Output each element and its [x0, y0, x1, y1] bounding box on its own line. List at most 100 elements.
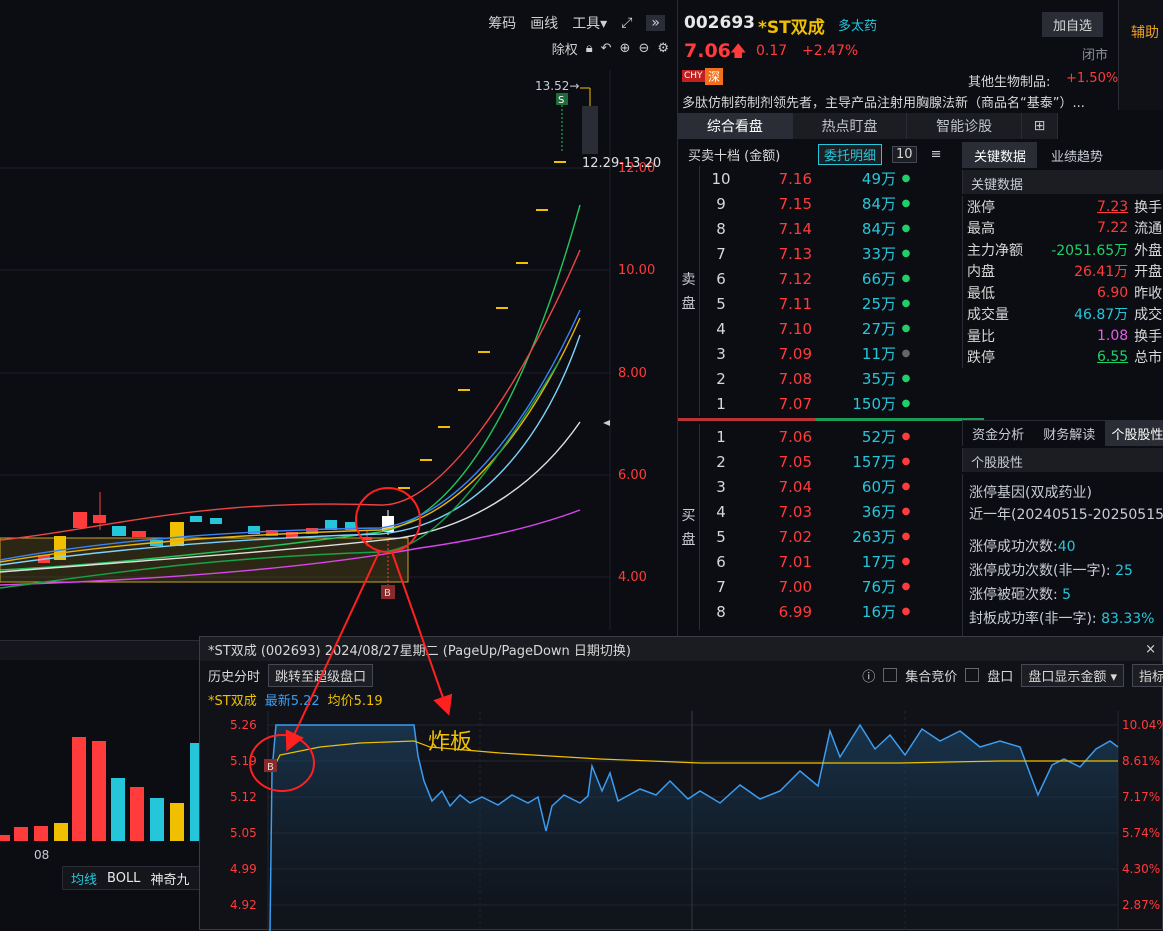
ask-row[interactable]: 6 7.12 66万 ●	[700, 266, 984, 291]
volume-pane-header	[0, 640, 200, 660]
volume-bars: 08	[0, 737, 200, 862]
stock-tag[interactable]: 多太药	[838, 19, 878, 34]
profile-body: 涨停基因(双成药业) 近一年(20240515-20250515) 涨停成功次数…	[962, 474, 1163, 636]
date-range-label: 12.29-13.20	[582, 156, 661, 171]
keydata-row: 涨停 7.23 换手	[967, 198, 1163, 216]
orderbook-title: 买卖十档 (金额)	[688, 148, 781, 164]
chy-badge: CHY	[682, 70, 705, 82]
dot-icon: ●	[901, 323, 911, 334]
info-icon[interactable]: ⓘ	[862, 669, 876, 685]
main-tabs: 综合看盘 热点盯盘 智能诊股 ⊞	[678, 113, 1059, 139]
bid-row[interactable]: 6 7.01 17万 ●	[700, 549, 984, 574]
bid-row[interactable]: 7 7.00 76万 ●	[700, 574, 984, 599]
bid-row[interactable]: 3 7.04 60万 ●	[700, 474, 984, 499]
aux-label: 辅助	[1131, 25, 1159, 41]
chuquan-button[interactable]: 除权	[551, 42, 578, 58]
price-line	[269, 723, 1119, 931]
amount-select[interactable]: 盘口显示金额 ▾	[1021, 663, 1124, 687]
dot-icon: ●	[901, 398, 911, 409]
bid-row[interactable]: 5 7.02 263万 ●	[700, 524, 984, 549]
tab-capital[interactable]: 资金分析	[972, 428, 1025, 443]
x-axis-tick: 08	[34, 848, 49, 862]
popup-title: *ST双成 (002693) 2024/08/27星期二 (PageUp/Pag…	[208, 643, 631, 659]
bid-row[interactable]: 4 7.03 36万 ●	[700, 499, 984, 524]
annotation-circle-2	[249, 734, 315, 792]
keydata-row: 主力净额 -2051.65万 外盘	[967, 242, 1163, 259]
tab-trend[interactable]: 业绩趋势	[1050, 149, 1103, 165]
dot-icon: ●	[901, 556, 911, 567]
ask-row[interactable]: 10 7.16 49万 ●	[700, 166, 984, 191]
buy-side-label: 买盘	[678, 424, 700, 630]
price-change: 0.17	[756, 43, 788, 59]
ask-row[interactable]: 5 7.11 25万 ●	[700, 291, 984, 316]
svg-text:10.04%: 10.04%	[1122, 718, 1163, 732]
ask-row[interactable]: 7 7.13 33万 ●	[700, 241, 984, 266]
profile-period: 近一年(20240515-20250515)	[969, 507, 1163, 523]
draw-line-button[interactable]: 画线	[530, 16, 559, 32]
jump-super-pankou-button[interactable]: 跳转至超级盘口	[268, 663, 374, 687]
pankou-checkbox[interactable]	[965, 668, 980, 682]
bid-row[interactable]: 2 7.05 157万 ●	[700, 449, 984, 474]
stock-name: *ST双成	[758, 18, 825, 38]
hist-label: 历史分时	[208, 669, 261, 685]
gear-icon[interactable]: ⚙	[657, 40, 669, 56]
dot-icon: ●	[901, 273, 911, 284]
svg-text:2.87%: 2.87%	[1122, 898, 1160, 912]
svg-text:4.99: 4.99	[230, 862, 257, 876]
collapse-icon[interactable]: »	[646, 15, 665, 31]
orderbook-header: 买卖十档 (金额) 委托明细 10 ≡	[678, 142, 962, 166]
ask-row[interactable]: 4 7.10 27万 ●	[700, 316, 984, 341]
close-icon[interactable]: ×	[1145, 641, 1156, 657]
keydata-row: 内盘 26.41万 开盘	[967, 264, 1163, 281]
undo-icon[interactable]: ↶	[600, 40, 612, 56]
indicator-bar: 均线 BOLL 神奇九	[62, 866, 200, 890]
history-intraday-popup[interactable]: *ST双成 (002693) 2024/08/27星期二 (PageUp/Pag…	[199, 636, 1163, 931]
lock-icon[interactable]: 🔒︎	[585, 40, 593, 56]
menu-icon[interactable]: ≡	[930, 146, 942, 162]
order-detail-button[interactable]: 委托明细	[818, 143, 883, 165]
sector-name[interactable]: 其他生物制品:	[968, 75, 1051, 90]
ask-row[interactable]: 3 7.09 11万 ●	[700, 341, 984, 366]
auction-label: 集合竞价	[905, 669, 958, 685]
ask-row[interactable]: 1 7.07 150万 ●	[700, 391, 984, 416]
legend-latest: 最新5.22	[264, 693, 320, 709]
ask-row[interactable]: 2 7.08 35万 ●	[700, 366, 984, 391]
levels-button[interactable]: 10	[892, 145, 917, 163]
indicator-button[interactable]: 指标	[1131, 663, 1163, 687]
sell-side-label: 卖盘	[678, 166, 700, 416]
expand-icon[interactable]: ⤢	[621, 15, 633, 31]
tab-finance[interactable]: 财务解读	[1043, 428, 1096, 443]
indicator-ma[interactable]: 均线	[71, 872, 98, 888]
indicator-magic9[interactable]: 神奇九	[150, 872, 190, 888]
svg-text:B: B	[267, 762, 274, 773]
tools-menu[interactable]: 工具▾	[572, 16, 608, 32]
tab-keydata[interactable]: 关键数据	[963, 142, 1037, 168]
aux-panel[interactable]: 辅助	[1118, 0, 1163, 110]
tab-overview[interactable]: 综合看盘	[678, 113, 793, 139]
bid-row[interactable]: 1 7.06 52万 ●	[700, 424, 984, 449]
zoom-out-icon[interactable]: ⊖	[638, 40, 650, 56]
high-price-label: 13.52→	[535, 79, 579, 93]
orderbook: 10 7.16 49万 ● 9 7.15 84万 ● 8 7.14 84万 ● …	[678, 166, 984, 624]
legend-avg: 均价5.19	[327, 693, 383, 709]
ask-row[interactable]: 9 7.15 84万 ●	[700, 191, 984, 216]
keydata-tabs: 关键数据 业绩趋势	[962, 142, 1163, 168]
tab-character[interactable]: 个股股性	[1105, 421, 1163, 446]
bid-row[interactable]: 8 6.99 16万 ●	[700, 599, 984, 624]
cursor-arrow-icon	[603, 420, 610, 426]
price-axis-label: 10.00	[618, 263, 655, 278]
chouma-button[interactable]: 筹码	[488, 16, 517, 32]
company-desc: 多肽仿制药制剂领先者，主导产品注射用胸腺法新（商品名“基泰”）...	[682, 96, 1085, 111]
stat-success: 40	[1057, 539, 1076, 555]
zoom-in-icon[interactable]: ⊕	[619, 40, 631, 56]
add-tab-icon[interactable]: ⊞	[1022, 113, 1059, 139]
dot-icon: ●	[901, 248, 911, 259]
keydata-row: 最低 6.90 昨收	[967, 284, 1163, 302]
indicator-boll[interactable]: BOLL	[107, 870, 141, 886]
svg-text:5.19: 5.19	[230, 754, 257, 768]
tab-diagnose[interactable]: 智能诊股	[907, 113, 1023, 139]
add-watchlist-button[interactable]: 加自选	[1042, 12, 1104, 37]
tab-hot[interactable]: 热点盯盘	[793, 113, 908, 139]
auction-checkbox[interactable]	[883, 668, 898, 682]
ask-row[interactable]: 8 7.14 84万 ●	[700, 216, 984, 241]
